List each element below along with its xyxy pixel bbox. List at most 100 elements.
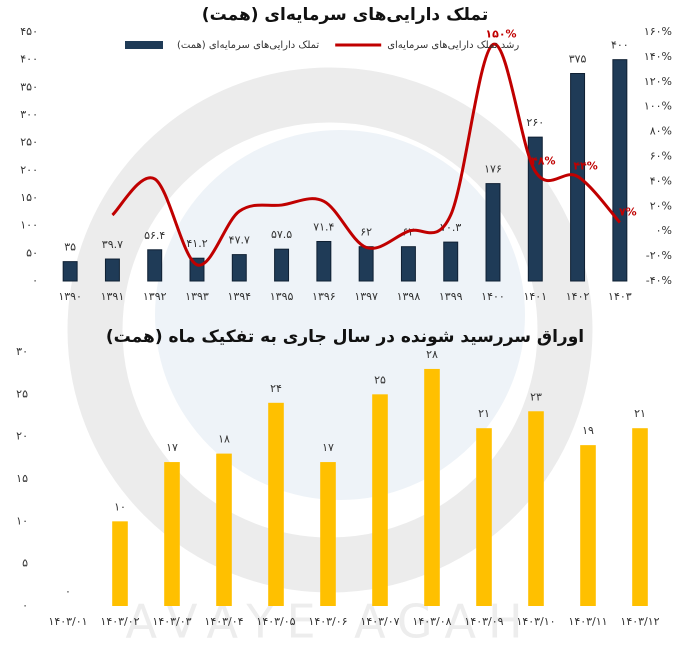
x-tick-label: ۱۳۹۸ <box>397 290 421 303</box>
value-label: ۲۴ <box>270 382 282 395</box>
y2-tick-label: ۶۰% <box>650 150 672 163</box>
x-tick-label: ۱۳۹۳ <box>185 290 209 303</box>
y-tick-label: ۲۰۰ <box>20 163 38 176</box>
y-tick-label: ۲۵۰ <box>20 136 38 149</box>
value-label: ۱۷۶ <box>484 163 502 176</box>
x-tick-label: ۱۴۰۳/۰۱ <box>48 615 87 628</box>
legend-swatch <box>125 41 163 49</box>
value-label: ۱۰ <box>114 500 126 513</box>
value-label: ۴۷.۷ <box>229 234 250 247</box>
y2-tick-label: ۸۰% <box>650 125 672 138</box>
value-label: ۴۰۰ <box>611 39 629 52</box>
x-tick-label: ۱۳۹۱ <box>101 290 125 303</box>
bar <box>358 246 374 282</box>
y-tick-label: ۱۰۰ <box>20 219 38 232</box>
bar <box>112 521 128 606</box>
y-tick-label: ۳۵۰ <box>20 80 38 93</box>
value-label: ۵۶.۴ <box>144 229 165 242</box>
value-label: ۴۸% <box>531 154 555 167</box>
value-label: ۵۷.۵ <box>271 228 292 241</box>
line <box>111 42 621 267</box>
chart-title: اوراق سررسید شونده در سال جاری به تفکیک … <box>106 327 584 347</box>
y2-tick-label: ۱۲۰% <box>644 75 672 88</box>
x-tick-label: ۱۳۹۶ <box>312 290 336 303</box>
x-tick-label: ۱۴۰۳/۰۵ <box>256 615 295 628</box>
y-tick-label: ۱۵۰ <box>20 191 38 204</box>
value-label: ۱۹ <box>582 424 594 437</box>
value-label: ۳۷۵ <box>569 53 587 66</box>
x-tick-label: ۱۳۹۹ <box>439 290 463 303</box>
value-label: ۷% <box>619 205 637 218</box>
bar <box>62 261 78 282</box>
x-tick-label: ۱۴۰۳/۱۰ <box>516 615 555 628</box>
bar <box>164 462 180 606</box>
value-label: ۱۷ <box>322 441 334 454</box>
x-tick-label: ۱۳۹۰ <box>58 290 82 303</box>
x-tick-label: ۱۴۰۱ <box>523 290 547 303</box>
bar <box>612 59 628 282</box>
y-tick-label: ۰ <box>32 274 38 287</box>
bar <box>320 462 336 606</box>
y2-tick-label: -۴۰% <box>646 274 672 287</box>
x-tick-label: ۱۴۰۲ <box>566 290 590 303</box>
x-tick-label: ۱۳۹۴ <box>227 290 251 303</box>
y-tick-label: ۵۰ <box>26 246 38 259</box>
value-label: ۰ <box>65 585 71 598</box>
value-label: ۷۱.۴ <box>313 220 334 233</box>
bar <box>316 240 332 282</box>
x-tick-label: ۱۴۰۳/۰۳ <box>152 615 191 628</box>
value-label: ۲۵ <box>374 373 386 386</box>
x-tick-label: ۱۴۰۳/۱۱ <box>568 615 607 628</box>
x-tick-label: ۱۴۰۳/۰۲ <box>100 615 139 628</box>
bar <box>104 258 120 282</box>
x-tick-label: ۱۳۹۷ <box>354 290 378 303</box>
x-tick-label: ۱۴۰۳/۱۲ <box>620 615 659 628</box>
bar <box>424 368 440 606</box>
y-tick-label: ۳۰ <box>16 345 28 358</box>
bar <box>485 183 501 282</box>
value-label: ۶۲ <box>360 226 372 239</box>
legend-label: تملک دارایی‌های سرمایه‌ای (همت) <box>177 40 319 51</box>
bar <box>476 428 492 606</box>
y-tick-label: ۰ <box>22 599 28 612</box>
y2-tick-label: ۴۰% <box>650 174 672 187</box>
y-tick-label: ۲۵ <box>16 387 28 400</box>
y2-tick-label: ۱۰۰% <box>644 100 672 113</box>
bar <box>216 453 232 606</box>
y-tick-label: ۱۵ <box>16 472 28 485</box>
y-tick-label: ۱۰ <box>16 514 28 527</box>
y-tick-label: ۲۰ <box>16 430 28 443</box>
y2-tick-label: ۲۰% <box>650 199 672 212</box>
value-label: ۲۳ <box>530 390 542 403</box>
x-tick-label: ۱۳۹۵ <box>270 290 294 303</box>
value-label: ۱۷ <box>166 441 178 454</box>
value-label: ۴۱.۲ <box>186 237 207 250</box>
x-tick-label: ۱۴۰۳/۰۷ <box>360 615 399 628</box>
value-label: ۱۵۰% <box>485 27 516 40</box>
bar <box>632 428 648 606</box>
bar <box>527 136 543 282</box>
x-tick-label: ۱۴۰۳ <box>608 290 632 303</box>
value-label: ۲۸ <box>426 348 438 361</box>
y2-tick-label: ۱۴۰% <box>644 50 672 63</box>
y2-tick-label: -۲۰% <box>646 249 672 262</box>
value-label: ۲۱ <box>478 407 490 420</box>
y2-tick-label: ۱۶۰% <box>644 25 672 38</box>
bar <box>231 254 247 282</box>
y-tick-label: ۵ <box>22 557 28 570</box>
bar <box>580 445 596 606</box>
y2-tick-label: ۰% <box>656 224 672 237</box>
bar <box>400 246 416 282</box>
chart-title: تملک دارایی‌های سرمایه‌ای (همت) <box>202 5 488 25</box>
value-label: ۳۹.۷ <box>102 238 123 251</box>
bar <box>443 241 459 282</box>
bar <box>274 248 290 282</box>
x-tick-label: ۱۴۰۳/۰۴ <box>204 615 243 628</box>
value-label: ۳۵ <box>64 241 76 254</box>
y-tick-label: ۳۰۰ <box>20 108 38 121</box>
bar <box>372 394 388 606</box>
bar <box>268 402 284 606</box>
value-label: ۲۶۰ <box>526 116 544 129</box>
legend-label: رشد تملک دارایی‌های سرمایه‌ای <box>387 40 519 51</box>
